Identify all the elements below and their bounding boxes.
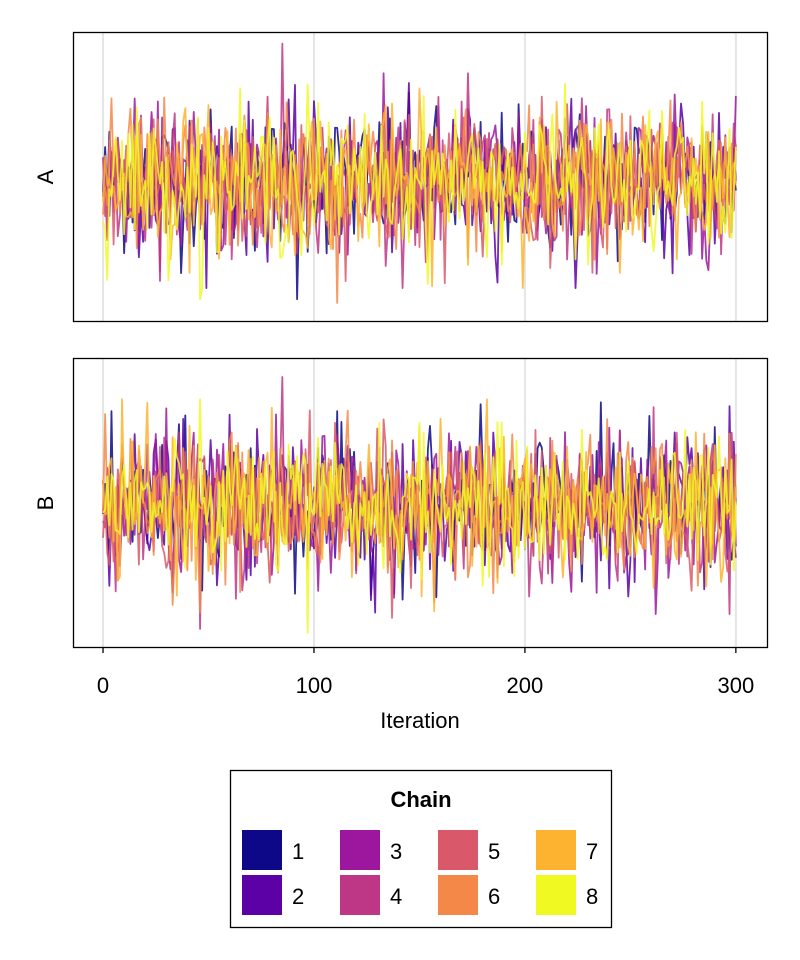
legend-swatch-7: [536, 830, 576, 870]
panel-a-chain-6-trace: [102, 96, 737, 304]
legend-swatch-3: [340, 830, 380, 870]
legend-label-7: 7: [586, 839, 598, 864]
panel-b: B: [33, 357, 769, 649]
legend: Chain 1 2 3 4 5 6 7 8: [229, 769, 613, 929]
panel-a-chain-8-trace: [102, 82, 737, 301]
panel-a-frame: [72, 31, 769, 323]
legend-label-4: 4: [390, 884, 402, 909]
legend-label-6: 6: [488, 884, 500, 909]
legend-label-5: 5: [488, 839, 500, 864]
x-axis-label: Iteration: [380, 708, 460, 733]
legend-swatch-4: [340, 875, 380, 915]
legend-swatch-6: [438, 875, 478, 915]
panel-b-chain-8-trace: [102, 398, 737, 634]
x-tick-label-3: 300: [717, 673, 754, 698]
legend-title: Chain: [390, 787, 451, 812]
legend-label-2: 2: [292, 884, 304, 909]
x-tick-label-1: 100: [296, 673, 333, 698]
legend-swatch-8: [536, 875, 576, 915]
legend-swatch-2: [242, 875, 282, 915]
panel-b-frame: [72, 357, 769, 649]
panel-b-ylabel: B: [33, 496, 58, 511]
legend-swatch-5: [438, 830, 478, 870]
x-axis: 0 100 200 300: [97, 647, 754, 698]
x-tick-label-0: 0: [97, 673, 109, 698]
panel-a-chain-5-trace: [102, 95, 737, 285]
legend-label-8: 8: [586, 884, 598, 909]
x-tick-label-2: 200: [507, 673, 544, 698]
panel-b-traces: [102, 376, 737, 634]
legend-entries: 1 2 3 4 5 6 7 8: [242, 830, 598, 915]
panel-a: A: [33, 31, 769, 323]
panel-a-ylabel: A: [33, 169, 58, 184]
panel-a-traces: [102, 42, 737, 304]
legend-swatch-1: [242, 830, 282, 870]
legend-label-1: 1: [292, 839, 304, 864]
legend-label-3: 3: [390, 839, 402, 864]
